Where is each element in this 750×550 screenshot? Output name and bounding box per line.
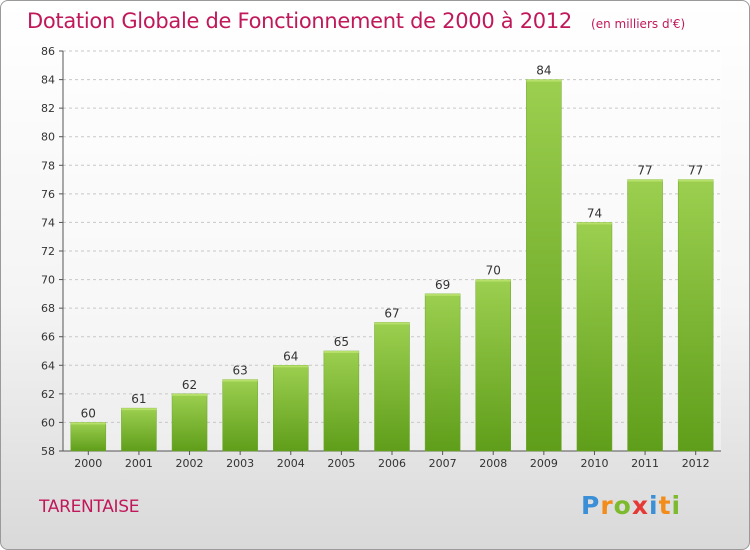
- bar-highlight: [425, 293, 461, 296]
- bar-value-label: 70: [486, 264, 501, 278]
- bar: [424, 293, 461, 452]
- bar-value-label: 61: [131, 392, 146, 406]
- bar-highlight: [678, 179, 714, 182]
- bar-highlight: [627, 179, 663, 182]
- x-tick-label: 2011: [631, 457, 659, 470]
- bar-value-label: 60: [81, 406, 96, 420]
- bar-value-label: 67: [384, 306, 399, 320]
- title-row: Dotation Globale de Fonctionnement de 20…: [27, 9, 685, 33]
- x-tick-label: 2002: [176, 457, 204, 470]
- y-tick-label: 70: [41, 274, 55, 287]
- chart-title: Dotation Globale de Fonctionnement de 20…: [27, 9, 572, 33]
- y-tick-label: 72: [41, 245, 55, 258]
- bar-highlight: [323, 351, 359, 353]
- x-tick-label: 2010: [580, 457, 608, 470]
- brand-letter: x: [631, 491, 649, 520]
- x-tick-label: 2012: [682, 457, 710, 470]
- x-tick-label: 2007: [429, 457, 457, 470]
- x-tick-label: 2001: [125, 457, 153, 470]
- bar-value-label: 74: [587, 206, 602, 220]
- location-label: TARENTAISE: [39, 497, 140, 517]
- bar-highlight: [526, 79, 562, 82]
- bar-value-label: 69: [435, 278, 450, 292]
- bar: [374, 322, 410, 452]
- brand-letter: o: [613, 491, 632, 520]
- y-tick-label: 60: [41, 416, 55, 429]
- y-tick-label: 58: [41, 445, 55, 458]
- brand-letter: i: [671, 491, 682, 520]
- bar-highlight: [273, 365, 309, 368]
- bar-value-label: 65: [334, 335, 349, 349]
- bar: [576, 222, 613, 452]
- x-tick-label: 2005: [327, 457, 355, 470]
- brand-letter: P: [581, 491, 601, 520]
- x-tick-label: 2009: [530, 457, 558, 470]
- y-tick-label: 86: [41, 45, 55, 58]
- bar: [677, 179, 714, 452]
- y-tick-label: 82: [41, 102, 55, 115]
- y-tick-label: 78: [41, 159, 55, 172]
- x-tick-label: 2004: [277, 457, 305, 470]
- bar-highlight: [475, 279, 511, 282]
- bar: [475, 279, 511, 452]
- y-tick-label: 68: [41, 302, 55, 315]
- brand-letter: i: [649, 491, 659, 520]
- brand-letter: r: [600, 491, 614, 520]
- bar-value-label: 62: [182, 378, 197, 392]
- bar-highlight: [172, 393, 208, 396]
- y-tick-label: 84: [41, 74, 55, 87]
- bar-highlight: [121, 408, 157, 411]
- bar: [70, 422, 107, 452]
- x-tick-label: 2000: [74, 457, 102, 470]
- bar: [121, 407, 157, 452]
- bar: [627, 179, 663, 452]
- bar-value-label: 77: [637, 164, 652, 178]
- y-tick-label: 80: [41, 131, 55, 144]
- bar-highlight: [70, 422, 106, 425]
- chart-unit: (en milliers d'€): [591, 17, 686, 31]
- bar-highlight: [374, 322, 410, 325]
- brand-letter: t: [658, 491, 672, 520]
- y-tick-label: 64: [41, 359, 55, 372]
- y-tick-label: 76: [41, 188, 55, 201]
- y-tick-label: 66: [41, 331, 55, 344]
- y-tick-label: 74: [41, 216, 55, 229]
- bar-highlight: [576, 222, 612, 225]
- bar: [222, 379, 258, 452]
- x-tick-label: 2008: [479, 457, 507, 470]
- y-tick-label: 62: [41, 388, 55, 401]
- bar: [526, 79, 562, 452]
- bar: [171, 393, 208, 452]
- brand-logo: Proxiti: [581, 491, 681, 520]
- bar: [273, 365, 309, 452]
- bar-value-label: 64: [283, 349, 298, 363]
- bar-value-label: 84: [536, 64, 551, 78]
- bar: [323, 350, 360, 452]
- bar-highlight: [222, 379, 258, 382]
- bar-value-label: 63: [233, 364, 248, 378]
- x-tick-label: 2003: [226, 457, 254, 470]
- bar-value-label: 77: [688, 164, 703, 178]
- x-tick-label: 2006: [378, 457, 406, 470]
